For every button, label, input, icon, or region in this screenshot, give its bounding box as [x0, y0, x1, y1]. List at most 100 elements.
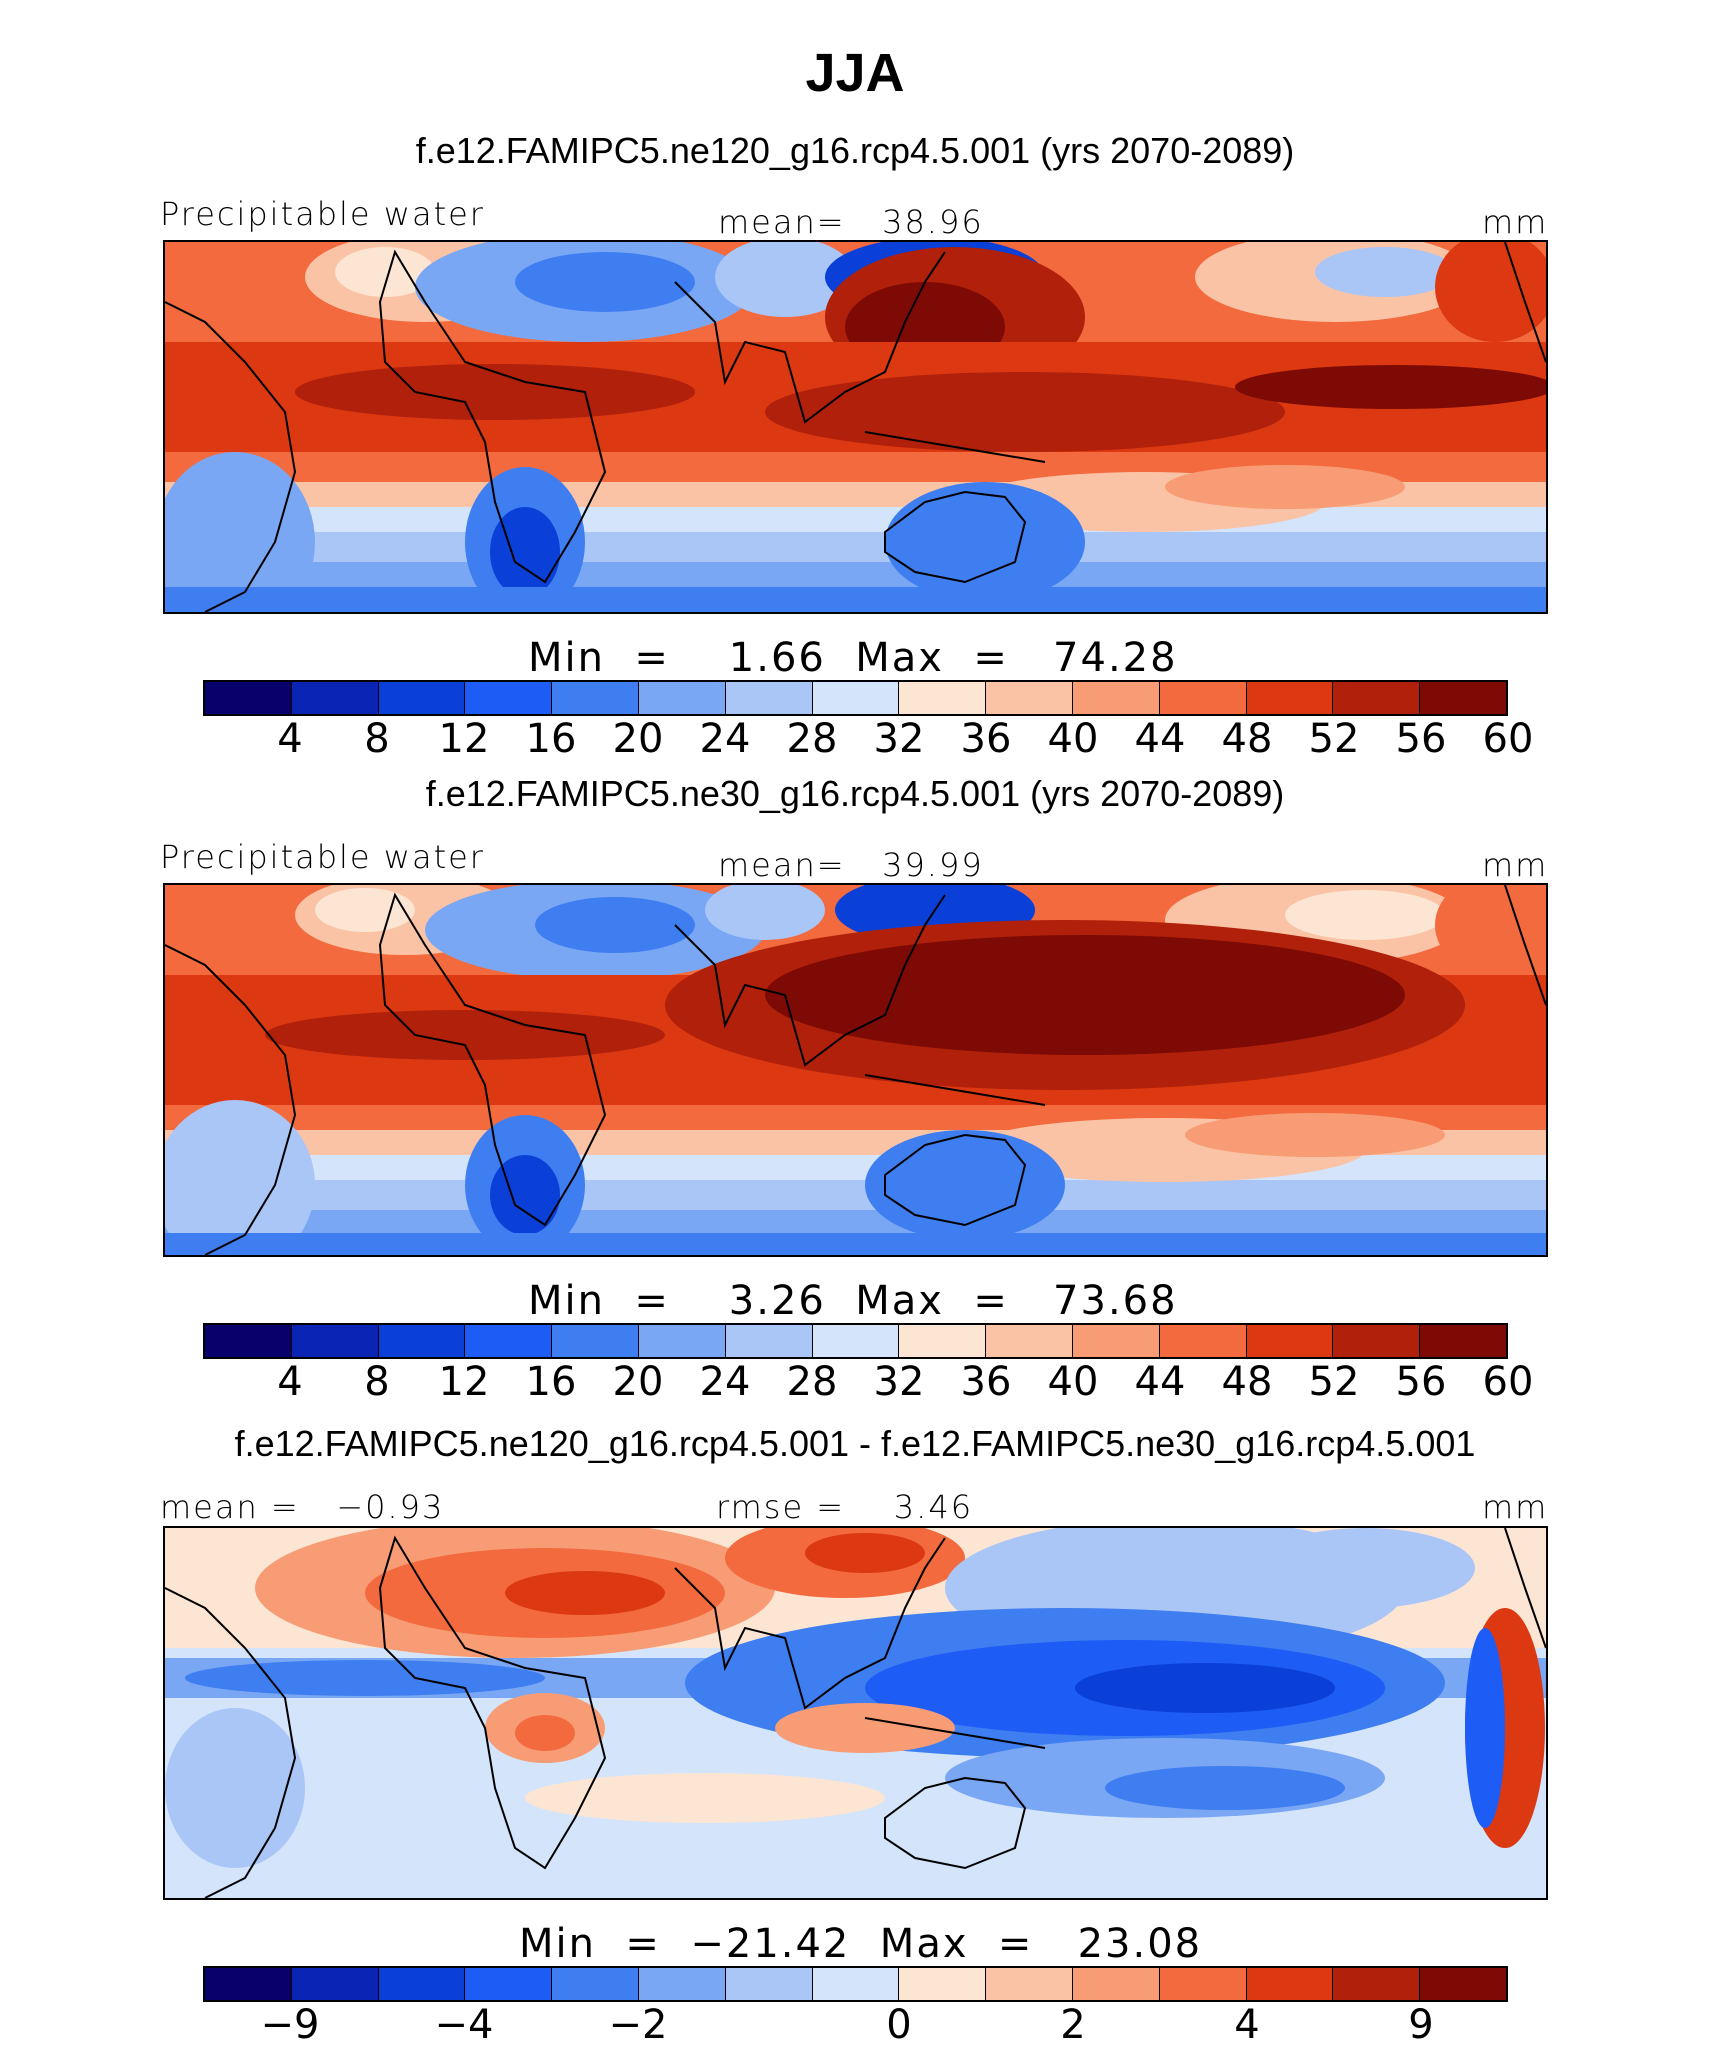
colorbar-tick-label: 40	[1047, 1359, 1099, 1405]
colorbar-swatch	[465, 1325, 553, 1357]
panel-2-case-title: f.e12.FAMIPC5.ne30_g16.rcp4.5.001 (yrs 2…	[425, 773, 1285, 814]
panel-3-rmse-label: rmse = 3.46	[716, 1488, 974, 1526]
panel-2-map	[163, 883, 1548, 1257]
colorbar-swatch	[899, 1968, 987, 2000]
panel-3-mean-label: mean = −0.93	[160, 1488, 445, 1526]
colorbar-tick-label: 4	[277, 1359, 303, 1405]
colorbar-swatch	[291, 682, 379, 714]
panel-1-variable-label: Precipitable water	[160, 195, 485, 233]
colorbar-tick-label: 44	[1134, 1359, 1186, 1405]
panel-1-units-label: mm	[1482, 203, 1549, 241]
colorbar-tick-label: 60	[1482, 716, 1534, 762]
colorbar-swatch	[812, 1968, 900, 2000]
colorbar-tick-label: 56	[1395, 1359, 1447, 1405]
panel-1-mean-label: mean= 38.96	[718, 203, 984, 241]
colorbar-swatch	[1420, 1968, 1506, 2000]
panel-2-contour-field	[165, 885, 1546, 1255]
colorbar-tick-label: 20	[612, 716, 664, 762]
panel-3-colorbar-ticks: −9 −4 −2 0 2 4 9	[0, 2002, 1710, 2048]
colorbar-swatch	[1246, 1968, 1334, 2000]
colorbar-swatch	[1072, 682, 1160, 714]
colorbar-swatch	[378, 682, 466, 714]
colorbar-swatch	[986, 1325, 1073, 1357]
colorbar-tick-label: 32	[873, 716, 925, 762]
colorbar-tick-label: 16	[525, 716, 577, 762]
colorbar-swatch	[812, 1325, 900, 1357]
colorbar-tick-label: 48	[1221, 1359, 1273, 1405]
colorbar-swatch	[1159, 682, 1247, 714]
colorbar-tick-label: 16	[525, 1359, 577, 1405]
panel-2-colorbar-ticks: 4 8 12 16 20 24 28 32 36 40 44 48 52 56 60	[0, 1359, 1710, 1409]
colorbar-swatch	[552, 1325, 639, 1357]
colorbar-swatch	[465, 682, 553, 714]
colorbar-swatch	[638, 682, 726, 714]
colorbar-swatch	[552, 1968, 639, 2000]
panel-2-variable-label: Precipitable water	[160, 838, 485, 876]
panel-1-map	[163, 240, 1548, 614]
panel-2-colorbar	[203, 1323, 1508, 1359]
colorbar-tick-label: 36	[960, 716, 1012, 762]
colorbar-tick-label: 48	[1221, 716, 1273, 762]
panel-2-units-label: mm	[1482, 846, 1549, 884]
panel-1-colorbar	[203, 680, 1508, 716]
colorbar-tick-label: 9	[1408, 2002, 1434, 2048]
panel-1-minmax: Min = 1.66 Max = 74.28	[528, 635, 1178, 681]
colorbar-swatch	[1159, 1968, 1247, 2000]
colorbar-tick-label: 12	[438, 716, 490, 762]
colorbar-swatch	[725, 682, 813, 714]
colorbar-swatch	[1072, 1325, 1160, 1357]
panel-1-contour-field	[165, 242, 1546, 612]
colorbar-tick-label: 28	[786, 1359, 838, 1405]
colorbar-tick-label: 8	[364, 1359, 390, 1405]
colorbar-tick-label: −9	[260, 2002, 320, 2048]
colorbar-swatch	[1159, 1325, 1247, 1357]
colorbar-tick-label: 36	[960, 1359, 1012, 1405]
colorbar-swatch	[378, 1968, 466, 2000]
colorbar-swatch	[899, 1325, 987, 1357]
colorbar-swatch	[1333, 682, 1421, 714]
colorbar-tick-label: 52	[1308, 716, 1360, 762]
colorbar-swatch	[291, 1968, 379, 2000]
colorbar-swatch	[1333, 1325, 1421, 1357]
colorbar-swatch	[378, 1325, 466, 1357]
colorbar-tick-label: 20	[612, 1359, 664, 1405]
colorbar-tick-label: 2	[1060, 2002, 1086, 2048]
colorbar-swatch	[465, 1968, 553, 2000]
colorbar-tick-label: 24	[699, 716, 751, 762]
colorbar-swatch	[899, 682, 987, 714]
colorbar-swatch	[725, 1968, 813, 2000]
panel-3-colorbar	[203, 1966, 1508, 2002]
colorbar-tick-label: 60	[1482, 1359, 1534, 1405]
colorbar-tick-label: 56	[1395, 716, 1447, 762]
colorbar-swatch	[205, 1325, 292, 1357]
colorbar-tick-label: 40	[1047, 716, 1099, 762]
colorbar-tick-label: 32	[873, 1359, 925, 1405]
panel-1-case-title: f.e12.FAMIPC5.ne120_g16.rcp4.5.001 (yrs …	[415, 130, 1295, 171]
colorbar-tick-label: 28	[786, 716, 838, 762]
panel-3-contour-field	[165, 1528, 1546, 1898]
figure-title: JJA	[805, 43, 905, 103]
colorbar-swatch	[1246, 682, 1334, 714]
panel-3-units-label: mm	[1482, 1488, 1549, 1526]
colorbar-tick-label: 12	[438, 1359, 490, 1405]
panel-1-colorbar-ticks: 4 8 12 16 20 24 28 32 36 40 44 48 52 56 60	[0, 716, 1710, 766]
colorbar-tick-label: −4	[434, 2002, 494, 2048]
colorbar-swatch	[552, 682, 639, 714]
colorbar-swatch	[1420, 682, 1506, 714]
colorbar-swatch	[1246, 1325, 1334, 1357]
colorbar-tick-label: 24	[699, 1359, 751, 1405]
panel-3-minmax: Min = −21.42 Max = 23.08	[519, 1921, 1203, 1967]
colorbar-tick-label: 4	[277, 716, 303, 762]
colorbar-swatch	[812, 682, 900, 714]
colorbar-swatch	[291, 1325, 379, 1357]
colorbar-swatch	[205, 1968, 292, 2000]
colorbar-swatch	[638, 1325, 726, 1357]
colorbar-swatch	[725, 1325, 813, 1357]
colorbar-tick-label: −2	[608, 2002, 668, 2048]
colorbar-swatch	[1072, 1968, 1160, 2000]
colorbar-tick-label: 52	[1308, 1359, 1360, 1405]
panel-2-minmax: Min = 3.26 Max = 73.68	[528, 1278, 1178, 1324]
panel-2-mean-label: mean= 39.99	[718, 846, 984, 884]
colorbar-tick-label: 4	[1234, 2002, 1260, 2048]
colorbar-swatch	[205, 682, 292, 714]
